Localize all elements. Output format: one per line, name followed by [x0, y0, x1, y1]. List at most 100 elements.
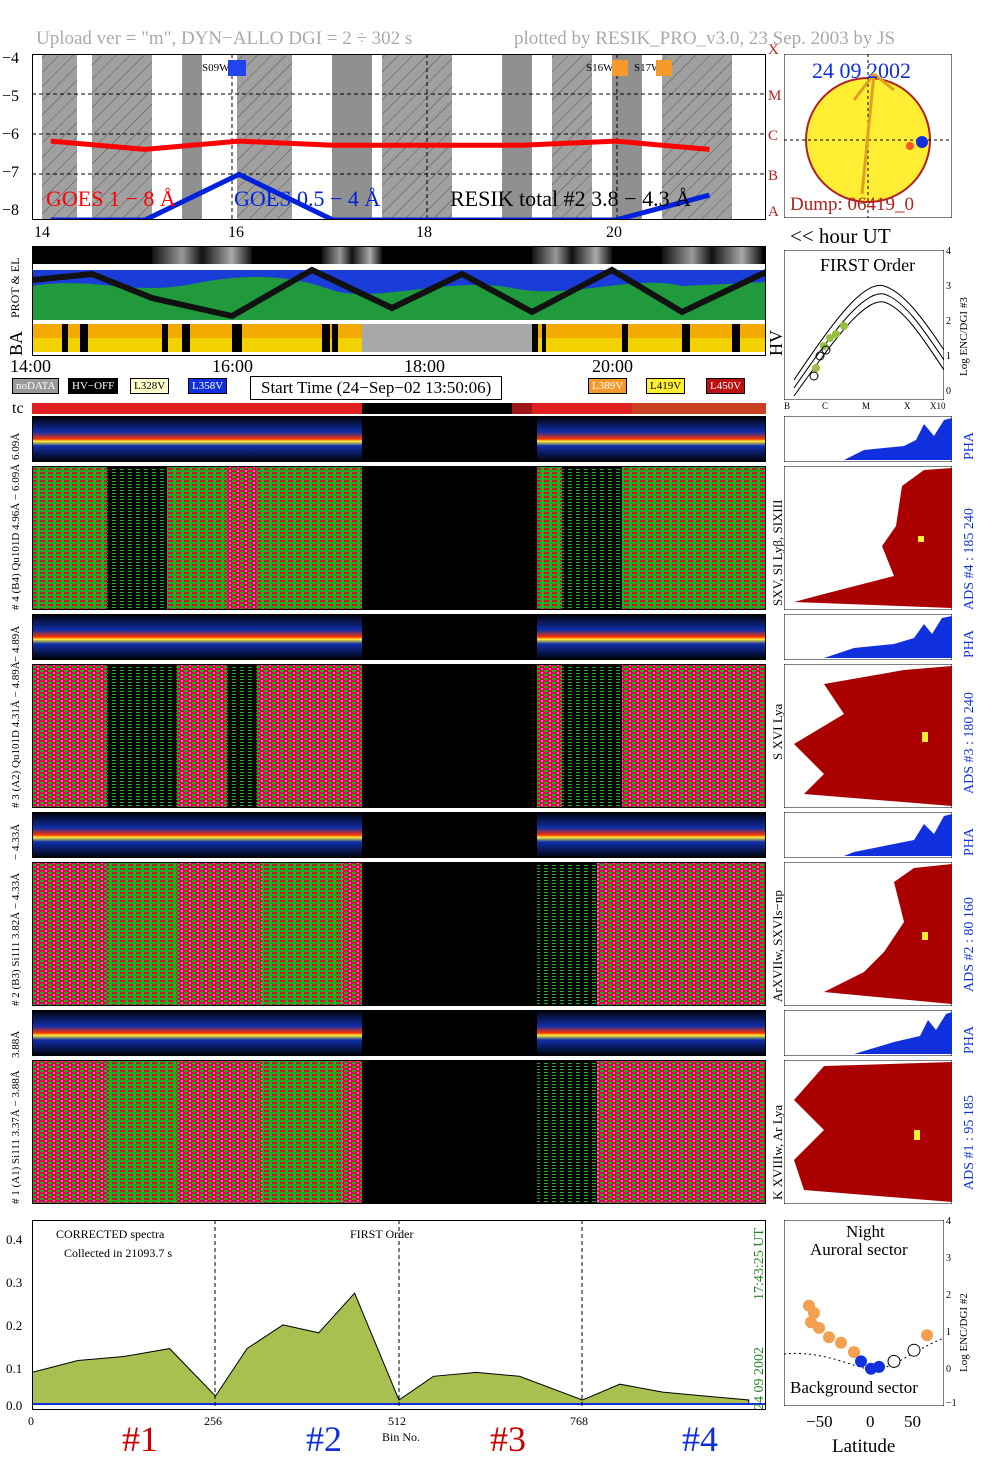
time-tick: 16 [228, 224, 244, 241]
sun-position-plot [784, 54, 952, 218]
latitude-point [921, 1329, 933, 1342]
y-tick: 0 [946, 1364, 951, 1375]
ads-profile-3 [784, 664, 952, 808]
y-tick: 0.0 [6, 1398, 23, 1413]
time-tick: 18:00 [404, 356, 446, 376]
first-order-points [809, 322, 848, 381]
ads2-lines: ArXVIIw, SXVIs−np [770, 890, 785, 1002]
pha-spectrogram-2 [32, 812, 766, 858]
spectrum-area [32, 1292, 750, 1405]
latitude-point [813, 1321, 825, 1334]
y-tick: 1 [946, 1327, 951, 1338]
row-label-pha-1: 3.88Å [10, 1030, 22, 1058]
channel-label: #2 [306, 1419, 342, 1459]
spectrogram-4 [32, 466, 766, 610]
bin-xlabel: Bin No. [382, 1430, 421, 1444]
latitude-point [887, 1354, 901, 1368]
class-label: A [768, 204, 779, 220]
goes-ytick: −4 [2, 50, 20, 67]
latitude-point [835, 1336, 847, 1349]
time-tick: 16:00 [212, 356, 254, 376]
goes-ytick: −6 [2, 126, 20, 143]
night-label: Night [846, 1222, 885, 1241]
y-tick: 3 [946, 1253, 951, 1264]
ads-profile-2 [784, 862, 952, 1006]
latitude-point [907, 1343, 921, 1357]
ads-profile-4 [784, 466, 952, 610]
y-tick: 0.4 [6, 1232, 23, 1247]
x-tick: C [822, 401, 829, 411]
auroral-label: Auroral sector [810, 1240, 908, 1259]
pha-spectrogram-4 [32, 416, 766, 462]
prot-el-label: PROT & EL [8, 257, 22, 318]
pha-spectrogram-3 [32, 614, 766, 660]
start-time: Start Time (24−Sep−02 13:50:06) [250, 376, 503, 400]
spectrogram-2 [32, 862, 766, 1006]
x-tick: 512 [388, 1414, 406, 1428]
ads3-lines: S XVI Lya [770, 703, 785, 760]
flare-marker-orange [656, 60, 672, 76]
y-tick: 0.2 [6, 1318, 23, 1333]
flare-marker-orange [612, 60, 628, 76]
ads-label-2: ADS #2 : 80 160 [962, 897, 977, 992]
pha-profile-1 [784, 1010, 952, 1056]
pha-spectrogram-1 [32, 1010, 766, 1056]
hvoff-swatch: HV−OFF [68, 378, 119, 394]
pha-profile-2 [784, 812, 952, 858]
time-tick: 20:00 [592, 356, 634, 376]
latitude-point [873, 1360, 885, 1373]
latitude-point [808, 1307, 820, 1319]
dump-label: Dump: 06419_0 [790, 194, 915, 215]
side-date: 24 09 2002 [752, 1347, 767, 1410]
first-order-ylabel: Log ENC/DGI #3 [958, 297, 970, 376]
background-label: Background sector [790, 1378, 918, 1397]
x-tick: 0 [28, 1414, 34, 1428]
latitude-plot [784, 1220, 944, 1406]
goes-ytick: −8 [2, 202, 20, 219]
orbit-status-strips [32, 246, 766, 356]
y-tick: 4 [946, 246, 951, 257]
pha-label-4: PHA [962, 431, 977, 460]
class-label: M [768, 88, 782, 104]
time-tick: 14 [34, 224, 50, 241]
lat-ylabel: Log ENC/DGI #2 [958, 1293, 970, 1372]
ads4-lines: SXV, SI Lyβ, SIXIII [770, 499, 785, 606]
y-tick: 0 [946, 386, 951, 397]
goes-lightcurve-plot [32, 54, 766, 220]
lat-xlabel: Latitude [832, 1436, 896, 1457]
channel-label: #3 [490, 1419, 526, 1459]
l328v-swatch: L328V [130, 378, 170, 394]
side-time: 17:43:25 UT [752, 1228, 767, 1300]
y-tick: 0.1 [6, 1361, 23, 1376]
latitude-points [803, 1299, 933, 1375]
ads-label-4: ADS #4 : 185 240 [962, 508, 977, 610]
y-tick: 4 [946, 1216, 951, 1227]
first-order-plot [784, 250, 944, 400]
first-order-title: FIRST Order [820, 255, 916, 275]
x-tick: X [904, 401, 911, 411]
y-tick: 3 [946, 281, 951, 292]
sun-date: 24 09 2002 [812, 58, 911, 83]
upload-version: Upload ver = "m", DYN−ALLO DGI = 2 ÷ 302… [36, 28, 413, 49]
x-tick: 256 [204, 1414, 222, 1428]
row-label-3: # 3 (A2) Qu101D 4.31Å − 4.89Å [10, 661, 22, 808]
time-tick: 14:00 [10, 356, 52, 376]
l358v-swatch: L358V [188, 378, 228, 394]
ads1-lines: K XVIIIw, Ar Lya [770, 1104, 785, 1200]
class-label: C [768, 128, 779, 144]
latitude-point [855, 1355, 867, 1368]
channel-label: #1 [122, 1419, 158, 1459]
goes-night-bands [42, 54, 732, 220]
spectrum-dividers [214, 1220, 583, 1410]
x-tick: X10 [930, 401, 946, 411]
legend-goes054: GOES 0.5 − 4 Å [234, 186, 381, 211]
first-order-label: FIRST Order [350, 1227, 414, 1241]
hour-ut-label: << hour UT [790, 224, 891, 248]
corrected-spectrum-plot [32, 1220, 766, 1410]
x-tick: 0 [866, 1412, 875, 1431]
pha-profile-4 [784, 416, 952, 462]
y-tick: 0.3 [6, 1275, 23, 1290]
x-tick: 768 [570, 1414, 588, 1428]
ba-label: BA [6, 330, 26, 356]
y-tick: 2 [946, 316, 951, 327]
